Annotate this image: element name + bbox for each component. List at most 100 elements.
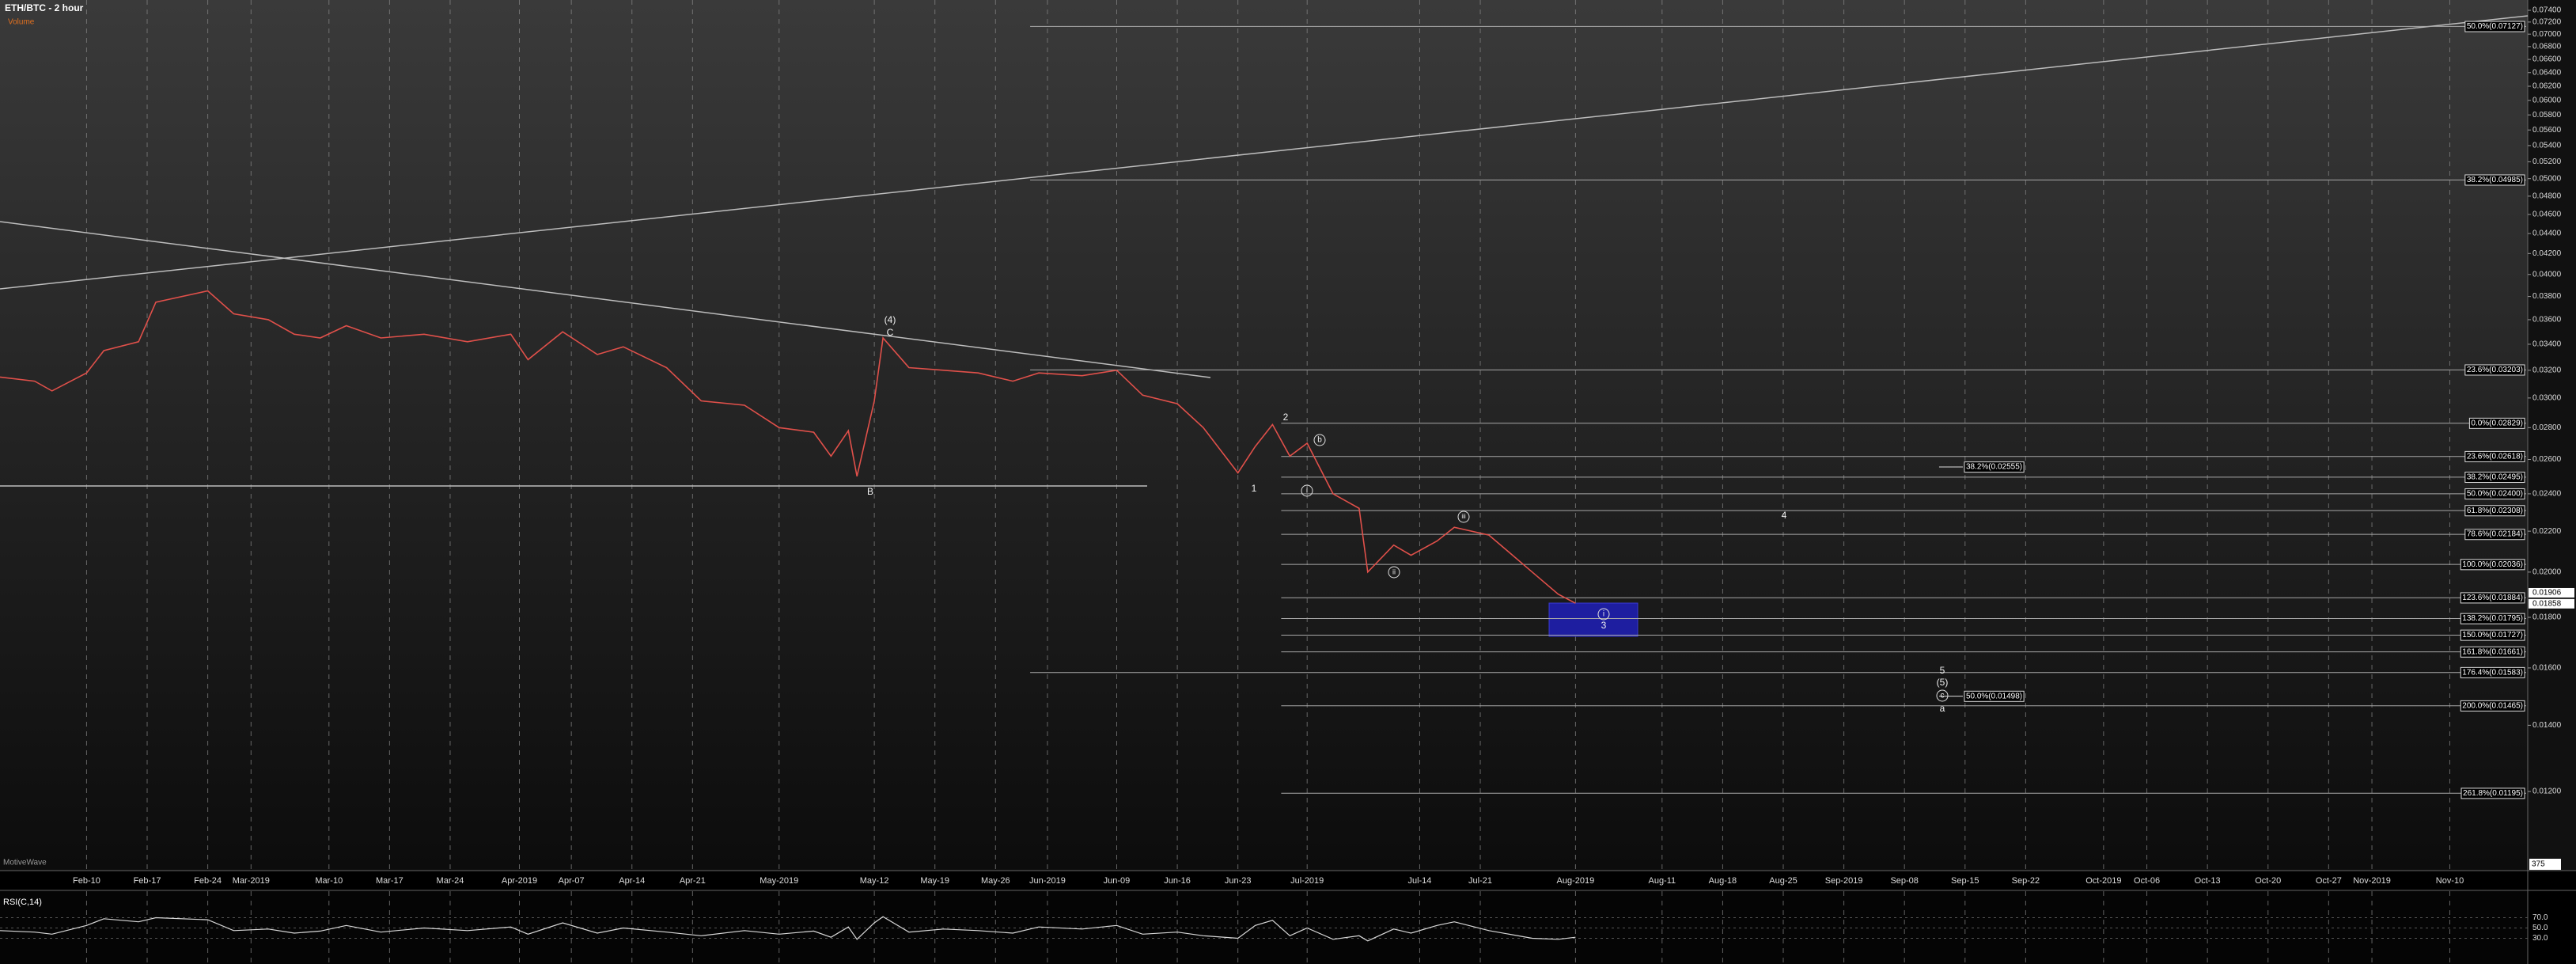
x-tick-label: Jul-21 bbox=[1468, 876, 1492, 886]
fib-label-box bbox=[2460, 788, 2525, 799]
fib-label-box bbox=[2464, 505, 2525, 517]
y-tick-label: 0.03000 bbox=[2532, 393, 2562, 402]
y-tick-label: 0.01800 bbox=[2532, 613, 2562, 622]
x-tick-label: Aug-11 bbox=[1648, 876, 1676, 886]
x-tick-label: Feb-24 bbox=[194, 876, 222, 886]
y-tick-label: 0.02400 bbox=[2532, 490, 2562, 499]
x-tick-label: Jun-23 bbox=[1225, 876, 1252, 886]
wave-label: iii bbox=[1461, 513, 1466, 520]
x-tick-label: Aug-25 bbox=[1769, 876, 1797, 886]
y-tick-label: 0.01200 bbox=[2532, 788, 2562, 796]
price-tag-label: 0.01858 bbox=[2532, 599, 2562, 608]
fib-label-box bbox=[2464, 472, 2525, 484]
wave-label: i bbox=[1603, 610, 1604, 619]
y-tick-label: 0.05800 bbox=[2532, 111, 2562, 120]
fib-label-box bbox=[2468, 417, 2525, 429]
x-tick-label: Jun-16 bbox=[1164, 876, 1191, 886]
fib-label: 161.8%(0.01661) bbox=[2462, 647, 2523, 656]
y-tick-label: 0.02600 bbox=[2532, 455, 2562, 464]
rsi-tick-label: 70.0 bbox=[2532, 913, 2548, 922]
x-tick-label: Apr-21 bbox=[680, 876, 706, 886]
wave-label: a bbox=[1940, 703, 1945, 714]
y-tick-label: 0.07400 bbox=[2532, 6, 2562, 15]
y-tick-label: 0.02000 bbox=[2532, 567, 2562, 576]
price-tag bbox=[2529, 587, 2574, 598]
x-tick-label: Jun-2019 bbox=[1029, 876, 1066, 886]
rsi-title: RSI(C,14) bbox=[3, 898, 42, 907]
volume-axis-box bbox=[2529, 859, 2561, 870]
price-line bbox=[0, 290, 1576, 604]
x-tick-label: Oct-27 bbox=[2316, 876, 2342, 886]
fib-label: 138.2%(0.01795) bbox=[2462, 614, 2523, 623]
x-tick-label: Apr-14 bbox=[619, 876, 645, 886]
plot-layer: 0.01200 0.01400 0.01600 0.01800 0.02000 0.022… bbox=[0, 6, 2574, 943]
wave-label: C bbox=[887, 327, 894, 338]
wave-label: 5 bbox=[1940, 665, 1945, 676]
price-tag-label: 0.01906 bbox=[2532, 589, 2562, 598]
fib-label-box bbox=[2464, 21, 2525, 32]
target-box bbox=[1548, 602, 1638, 637]
wave-label: ii bbox=[1392, 567, 1396, 575]
fib-label: 23.6%(0.02618) bbox=[2467, 452, 2523, 461]
time-axis bbox=[0, 871, 2576, 890]
rsi-tick-label: 30.0 bbox=[2532, 934, 2548, 943]
trend-line bbox=[0, 15, 2529, 290]
y-tick-label: 0.01400 bbox=[2532, 721, 2562, 730]
rsi-line bbox=[0, 916, 1576, 942]
y-tick-label: 0.07200 bbox=[2532, 18, 2562, 27]
y-tick-label: 0.04000 bbox=[2532, 270, 2562, 279]
watermark: MotiveWave bbox=[3, 859, 47, 867]
fib-label-box bbox=[2460, 700, 2525, 712]
x-tick-label: Feb-17 bbox=[134, 876, 161, 886]
x-tick-label: Oct-20 bbox=[2255, 876, 2281, 886]
projection-label-box bbox=[1964, 690, 2025, 702]
x-tick-label: Mar-24 bbox=[437, 876, 464, 886]
x-tick-label: Sep-15 bbox=[1951, 876, 1979, 886]
fib-label: 200.0%(0.01465) bbox=[2462, 701, 2523, 710]
x-tick-label: Aug-18 bbox=[1709, 876, 1737, 886]
fib-label: 23.6%(0.03203) bbox=[2467, 366, 2523, 374]
x-tick-label: May-26 bbox=[981, 876, 1010, 886]
wave-ring bbox=[1301, 484, 1313, 497]
y-tick-label: 0.06000 bbox=[2532, 96, 2562, 104]
volume-axis-label: 375 bbox=[2532, 860, 2545, 869]
fib-label: 100.0%(0.02036) bbox=[2462, 560, 2523, 569]
x-tick-label: Oct-06 bbox=[2134, 876, 2160, 886]
x-tick-label: Jul-14 bbox=[1407, 876, 1431, 886]
x-tick-label: May-19 bbox=[920, 876, 949, 886]
wave-label: 1 bbox=[1252, 483, 1257, 494]
y-tick-label: 0.03400 bbox=[2532, 340, 2562, 349]
chart-title: ETH/BTC - 2 hour bbox=[5, 2, 84, 13]
y-tick-label: 0.03800 bbox=[2532, 292, 2562, 301]
x-tick-label: May-12 bbox=[860, 876, 889, 886]
projection-label-box bbox=[1964, 461, 2025, 473]
fib-label: 50.0%(0.07127) bbox=[2467, 22, 2523, 31]
x-tick-label: Nov-2019 bbox=[2353, 876, 2391, 886]
fib-label: 50.0%(0.02400) bbox=[2467, 490, 2523, 499]
fib-label: 261.8%(0.01195) bbox=[2463, 789, 2523, 798]
y-tick-label: 0.05200 bbox=[2532, 158, 2562, 166]
wave-label: i bbox=[1306, 487, 1308, 495]
x-tick-label: Oct-2019 bbox=[2085, 876, 2121, 886]
wave-ring bbox=[1597, 608, 1610, 621]
y-tick-label: 0.04800 bbox=[2532, 192, 2562, 200]
fib-label-box bbox=[2460, 613, 2525, 624]
wave-label: 4 bbox=[1782, 510, 1787, 521]
fib-label: 150.0%(0.01727) bbox=[2462, 631, 2523, 640]
volume-label: Volume bbox=[8, 18, 35, 27]
y-tick-label: 0.03600 bbox=[2532, 316, 2562, 324]
y-tick-label: 0.04400 bbox=[2532, 230, 2562, 238]
fib-label: 38.2%(0.02495) bbox=[2467, 473, 2523, 482]
y-tick-label: 0.06800 bbox=[2532, 43, 2562, 51]
wave-label: (5) bbox=[1937, 677, 1949, 688]
y-tick-label: 0.07000 bbox=[2532, 30, 2562, 39]
wave-label: (4) bbox=[885, 314, 896, 325]
fib-label-box bbox=[2464, 174, 2525, 186]
fib-label-box bbox=[2460, 629, 2525, 641]
wave-label: 2 bbox=[1283, 412, 1289, 423]
wave-label: 3 bbox=[1601, 620, 1607, 631]
wave-label: c bbox=[1941, 692, 1945, 700]
fib-label-box bbox=[2460, 666, 2525, 678]
fib-label-box bbox=[2460, 559, 2525, 571]
